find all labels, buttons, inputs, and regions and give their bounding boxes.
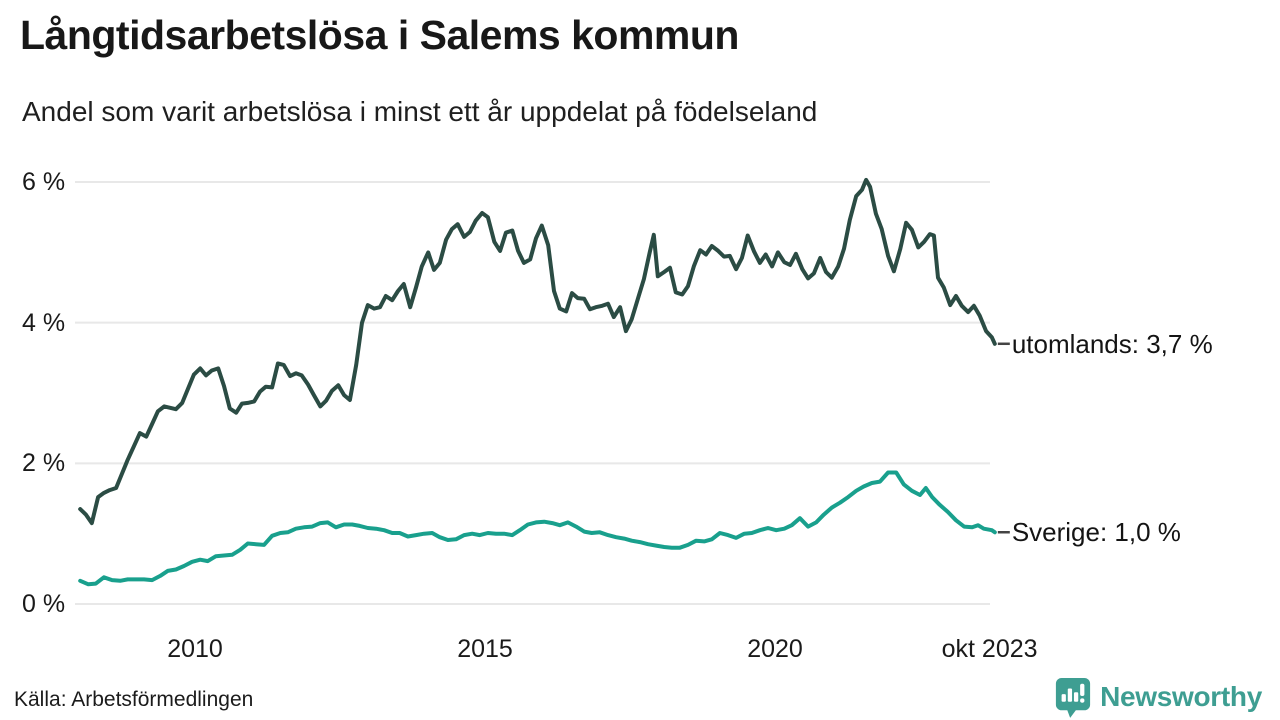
newsworthy-icon [1055, 678, 1091, 718]
newsworthy-wordmark: Newsworthy [1100, 681, 1262, 712]
y-tick-label: 2 % [22, 449, 66, 478]
series-end-label-utomlands: utomlands: 3,7 % [1011, 328, 1213, 359]
series-line-Sverige [78, 470, 997, 587]
x-tick-label: 2010 [167, 635, 223, 663]
y-tick-label: 6 % [22, 168, 66, 197]
x-tick-label: okt 2023 [941, 635, 1038, 663]
series-end-label-Sverige: Sverige: 1,0 % [1011, 517, 1181, 548]
x-tick-label: 2020 [747, 635, 803, 663]
page-title: Långtidsarbetslösa i Salems kommun [20, 12, 739, 58]
page-subtitle: Andel som varit arbetslösa i minst ett å… [22, 96, 818, 127]
y-tick-label: 0 % [22, 590, 66, 618]
y-tick-label: 4 % [22, 308, 66, 337]
series-line-utomlands [78, 177, 997, 526]
source-note: Källa: Arbetsförmedlingen [14, 688, 254, 711]
newsworthy-logo: Newsworthy [1054, 676, 1262, 718]
x-tick-label: 2015 [457, 635, 513, 663]
